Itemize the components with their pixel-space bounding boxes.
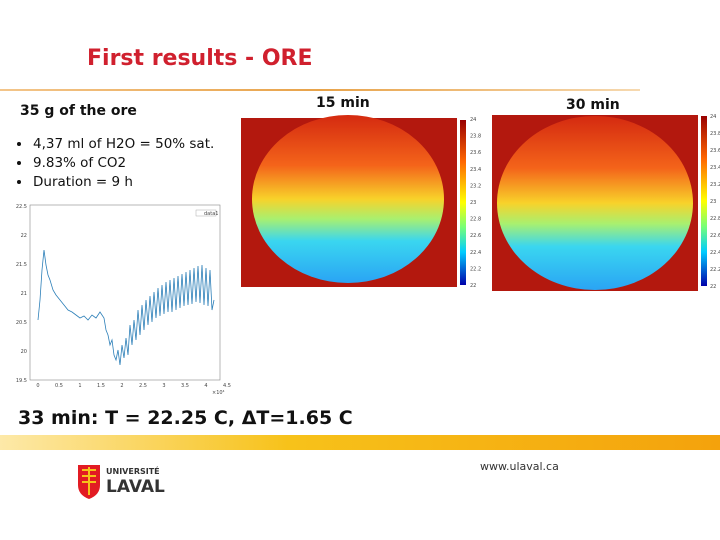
colorbar-label: 24 <box>470 117 476 123</box>
result: 33 min: T = 22.25 C, ΔT=1.65 C <box>18 407 353 429</box>
plot-trace <box>37 249 215 366</box>
colorbar-label: 22.2 <box>470 266 481 272</box>
bullet-dot <box>17 142 21 146</box>
image-label: 15 min <box>316 95 370 111</box>
plot-axes <box>29 204 221 381</box>
footer-band <box>0 435 720 450</box>
plot-x-label: 4 <box>204 383 207 389</box>
colorbar-label: 23.2 <box>470 183 481 189</box>
colorbar-label: 22.6 <box>710 233 720 239</box>
logo-top: UNIVERSITÉ <box>106 465 160 476</box>
colorbar-label: 24 <box>710 114 716 120</box>
bullet-text: 9.83% of CO2 <box>33 155 126 171</box>
colorbar-label: 23.8 <box>710 131 720 137</box>
plot-frame <box>8 193 226 397</box>
plot-y-label: 22 <box>21 233 27 239</box>
colorbar-label: 23.6 <box>710 148 720 154</box>
colorbar-labels: 24 23.8 23.6 23.4 23.2 23 22.8 22.6 22.4 22.2 22 24… <box>470 114 720 290</box>
colorbar-label: 22 <box>710 284 716 290</box>
image-label: 30 min <box>566 97 620 113</box>
bullet-text: 4,37 ml of H2O = 50% sat. <box>33 136 214 152</box>
plot-x-label: 0 <box>36 383 39 389</box>
plot-x-label: 4.5 <box>223 383 231 389</box>
title-rule <box>0 89 640 91</box>
plot-x-label: 1.5 <box>97 383 105 389</box>
bullet-text: Duration = 9 h <box>33 174 133 190</box>
colorbar-label: 22.8 <box>710 216 720 222</box>
bullet-list: 4,37 ml of H2O = 50% sat. 9.83% of CO2 Dur… <box>17 136 214 190</box>
title: First results - ORE <box>87 46 313 71</box>
plot-image <box>8 193 226 397</box>
logo-bottom: LAVAL <box>106 477 165 497</box>
colorbar-label: 22.4 <box>470 250 481 256</box>
colorbar-label: 22.8 <box>470 217 481 223</box>
plot-legend: data1 <box>204 211 218 217</box>
colorbar-label: 23 <box>470 200 476 206</box>
thermal-image <box>490 112 720 318</box>
colorbar-label: 22.4 <box>710 250 720 256</box>
plot-x-label: 3 <box>162 383 165 389</box>
plot-legend-box <box>195 209 217 217</box>
colorbar <box>701 116 707 286</box>
bullet-dot <box>17 180 21 184</box>
plot-x-label: 2.5 <box>139 383 147 389</box>
colorbar-label: 23.4 <box>470 167 481 173</box>
plot-y-label: 22.5 <box>16 204 27 210</box>
colorbar-label: 22 <box>470 283 476 289</box>
plot-x-label: 0.5 <box>55 383 63 389</box>
logo-pattern <box>82 467 96 495</box>
plot-y-label: 20.5 <box>16 320 27 326</box>
thermal-image <box>241 115 487 287</box>
plot-x-scale: ×10⁴ <box>212 390 225 396</box>
plot-x-label: 2 <box>120 383 123 389</box>
colorbar <box>460 120 466 285</box>
colorbar-label: 23 <box>710 199 716 205</box>
plot-x-label: 3.5 <box>181 383 189 389</box>
colorbar-label: 23.4 <box>710 165 720 171</box>
url: www.ulaval.ca <box>480 460 559 473</box>
colorbar-label: 23.8 <box>470 134 481 140</box>
plot-y-label: 21.5 <box>16 262 27 268</box>
plot-y-label: 20 <box>21 349 27 355</box>
colorbar-label: 22.2 <box>710 267 720 273</box>
colorbar-label: 23.2 <box>710 182 720 188</box>
logo: UNIVERSITÉ LAVAL <box>78 465 165 499</box>
bullet-dot <box>17 161 21 165</box>
thermal-disc <box>497 116 693 290</box>
plot-y-label: 19.5 <box>16 378 27 384</box>
plot-x-label: 1 <box>78 383 81 389</box>
thermal-disc <box>252 115 444 283</box>
plot-y-label: 21 <box>21 291 27 297</box>
sample-label: 35 g of the ore <box>20 103 137 119</box>
colorbar-label: 23.6 <box>470 150 481 156</box>
colorbar-label: 22.6 <box>470 233 481 239</box>
